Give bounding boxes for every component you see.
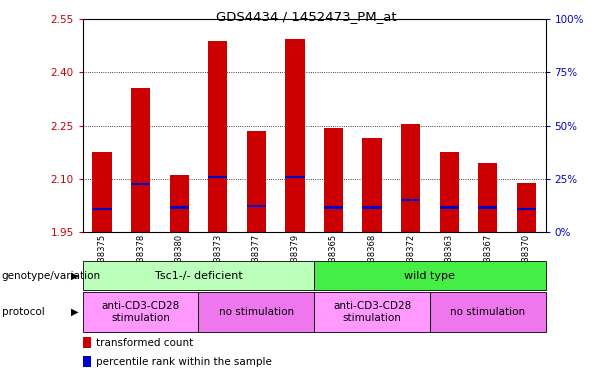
Bar [362, 206, 382, 209]
Bar [285, 39, 305, 232]
Bar [170, 175, 189, 232]
Bar [208, 40, 227, 232]
Text: GDS4434 / 1452473_PM_at: GDS4434 / 1452473_PM_at [216, 10, 397, 23]
Bar [199, 292, 314, 332]
Bar [93, 152, 112, 232]
Bar [324, 127, 343, 232]
Text: anti-CD3-CD28
stimulation: anti-CD3-CD28 stimulation [333, 301, 411, 323]
Bar [83, 261, 314, 290]
Bar [517, 182, 536, 232]
Bar [246, 205, 266, 207]
Bar [401, 124, 421, 232]
Bar [83, 292, 199, 332]
Text: transformed count: transformed count [96, 338, 193, 348]
Text: anti-CD3-CD28
stimulation: anti-CD3-CD28 stimulation [102, 301, 180, 323]
Bar [246, 131, 266, 232]
Text: genotype/variation: genotype/variation [2, 270, 101, 281]
Bar [314, 292, 430, 332]
Bar [285, 176, 305, 178]
Bar [401, 199, 421, 202]
Bar [440, 206, 459, 209]
Bar [478, 163, 497, 232]
Bar [362, 138, 382, 232]
Bar [440, 152, 459, 232]
Bar [478, 206, 497, 209]
Bar [170, 206, 189, 209]
Bar [83, 338, 91, 348]
Bar [430, 292, 546, 332]
Text: protocol: protocol [2, 307, 45, 317]
Text: Tsc1-/- deficient: Tsc1-/- deficient [154, 270, 242, 281]
Text: ▶: ▶ [71, 307, 78, 317]
Text: no stimulation: no stimulation [450, 307, 525, 317]
Text: wild type: wild type [405, 270, 455, 281]
Text: percentile rank within the sample: percentile rank within the sample [96, 356, 272, 367]
Bar [517, 208, 536, 210]
Text: ▶: ▶ [71, 270, 78, 281]
Bar [83, 356, 91, 367]
Bar [324, 206, 343, 209]
Bar [314, 261, 546, 290]
Bar [208, 176, 227, 178]
Bar [131, 183, 150, 185]
Bar [93, 208, 112, 210]
Bar [131, 88, 150, 232]
Text: no stimulation: no stimulation [219, 307, 294, 317]
